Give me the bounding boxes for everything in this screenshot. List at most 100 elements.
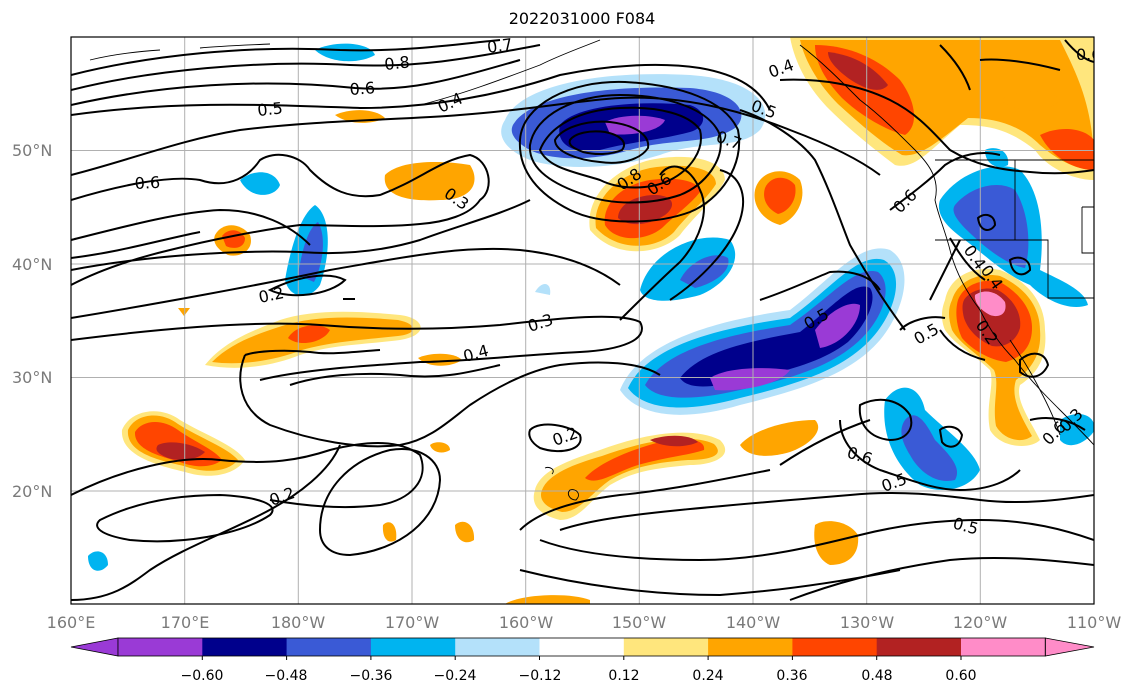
contour-line bbox=[759, 270, 881, 301]
contour-label: 0.6 bbox=[1076, 45, 1101, 64]
contour-line bbox=[1008, 256, 1032, 276]
contour-line bbox=[899, 316, 986, 361]
lat-tick-label: 50°N bbox=[12, 141, 52, 160]
positive-anomaly-region bbox=[178, 308, 190, 316]
contour-line bbox=[889, 152, 1001, 211]
colorbar-outline bbox=[117, 637, 1046, 657]
positive-anomaly-region bbox=[156, 442, 205, 460]
colorbar-swatch bbox=[792, 638, 878, 656]
contour-line bbox=[929, 237, 986, 301]
north-america-coastline bbox=[799, 44, 1094, 446]
negative-anomaly-region bbox=[901, 415, 958, 481]
negative-anomaly-region bbox=[815, 303, 860, 348]
contour-line bbox=[96, 493, 274, 543]
negative-anomaly-region bbox=[88, 551, 108, 571]
colorbar-labels: −0.60 −0.48 −0.36 −0.24 −0.12 0.12 0.24 … bbox=[181, 668, 977, 684]
positive-anomaly-region bbox=[585, 439, 705, 481]
contour-label: 0.5 bbox=[256, 98, 283, 120]
colorbar-swatch bbox=[961, 638, 1046, 656]
colorbar-tick-label: 0.36 bbox=[776, 668, 807, 684]
negative-anomaly-region bbox=[680, 286, 873, 387]
positive-anomaly-region bbox=[814, 521, 859, 565]
positive-anomaly-region bbox=[384, 162, 475, 201]
contour-line bbox=[979, 58, 1061, 71]
contour-line bbox=[71, 199, 531, 271]
contour-line bbox=[71, 96, 881, 176]
aleutian-coastline bbox=[89, 43, 271, 61]
positive-anomaly-region bbox=[764, 177, 796, 214]
colorbar-tick-label: 0.24 bbox=[692, 668, 723, 684]
lon-tick-label: 170°E bbox=[161, 613, 210, 632]
colorbar-tick-label: 0.48 bbox=[861, 668, 892, 684]
contour-line bbox=[1029, 417, 1086, 431]
colorbar-tick-label: 0.12 bbox=[608, 668, 639, 684]
alaska-coastline bbox=[419, 39, 601, 106]
contour-label: 0.8 bbox=[383, 52, 410, 74]
contour-line bbox=[938, 425, 964, 448]
contour-line bbox=[319, 448, 442, 557]
positive-anomaly-region bbox=[650, 435, 698, 447]
contour-line bbox=[518, 80, 741, 223]
coastlines bbox=[89, 39, 1094, 501]
contour-line bbox=[267, 274, 347, 297]
positive-anomaly-region bbox=[1000, 91, 1060, 111]
negative-anomaly-region bbox=[535, 284, 551, 295]
contour-line bbox=[619, 165, 705, 321]
lon-tick-label: 130°W bbox=[840, 613, 895, 632]
colorbar-swatch bbox=[202, 638, 288, 656]
map-title: 2022031000 F084 bbox=[508, 9, 656, 28]
colorbar-swatch bbox=[286, 638, 372, 656]
colorbar-swatch bbox=[876, 638, 962, 656]
colorbar-tick-label: 0.60 bbox=[945, 668, 976, 684]
contour-lines bbox=[71, 39, 1094, 601]
contour-line bbox=[239, 354, 661, 448]
contour-line bbox=[71, 231, 201, 259]
latitude-labels: 50°N 40°N 30°N 20°N bbox=[12, 141, 52, 501]
positive-anomaly-region bbox=[540, 438, 718, 512]
negative-anomaly-region bbox=[710, 368, 790, 391]
longitude-labels: 160°E 170°E 180°W 170°W 160°W 150°W 140°… bbox=[47, 613, 1122, 632]
lon-tick-label: 150°W bbox=[612, 613, 667, 632]
contour-label: 0.6 bbox=[349, 78, 376, 99]
contour-line bbox=[71, 442, 424, 509]
colorbar-swatch bbox=[455, 638, 540, 656]
colorbar-extend-low bbox=[70, 637, 119, 657]
colorbar-tick-label: −0.36 bbox=[350, 668, 393, 684]
contour-label: 0.2 bbox=[257, 283, 286, 307]
contour-line bbox=[538, 106, 702, 189]
contour-line bbox=[568, 130, 625, 156]
contour-line bbox=[1019, 352, 1050, 378]
positive-anomaly-region bbox=[828, 52, 888, 90]
contour-line bbox=[71, 63, 771, 116]
contour-line bbox=[1064, 39, 1094, 63]
contour-line bbox=[669, 169, 745, 301]
contour-line bbox=[71, 208, 311, 246]
contour-line bbox=[71, 247, 621, 319]
negative-anomaly-region bbox=[953, 185, 1029, 268]
positive-anomaly-region bbox=[430, 442, 450, 453]
contour-line bbox=[858, 398, 913, 442]
gulf-of-california-coastline bbox=[1009, 339, 1061, 436]
colorbar-swatch bbox=[539, 638, 625, 656]
contour-line bbox=[553, 120, 650, 164]
positive-anomaly-region bbox=[382, 522, 397, 542]
negative-anomaly-region bbox=[640, 237, 736, 301]
lon-tick-label: 160°W bbox=[499, 613, 554, 632]
contour-line bbox=[71, 444, 341, 601]
plot-frame bbox=[70, 36, 1095, 605]
contour-line bbox=[519, 569, 901, 597]
contour-line bbox=[71, 59, 521, 106]
contour-label: 0.6 bbox=[134, 173, 160, 193]
colorbar-tick-label: −0.12 bbox=[519, 668, 562, 684]
hawaii-coastline bbox=[544, 467, 579, 501]
colorbar bbox=[70, 637, 1095, 660]
shaded-field bbox=[88, 37, 1094, 604]
colorbar-tick-label: −0.60 bbox=[181, 668, 224, 684]
colorbar-swatch bbox=[623, 638, 709, 656]
contour-line bbox=[71, 44, 541, 91]
contour-line bbox=[244, 349, 381, 356]
colorbar-extend-high bbox=[1044, 637, 1095, 657]
negative-anomaly-region bbox=[605, 115, 665, 135]
lon-tick-label: 170°W bbox=[385, 613, 440, 632]
